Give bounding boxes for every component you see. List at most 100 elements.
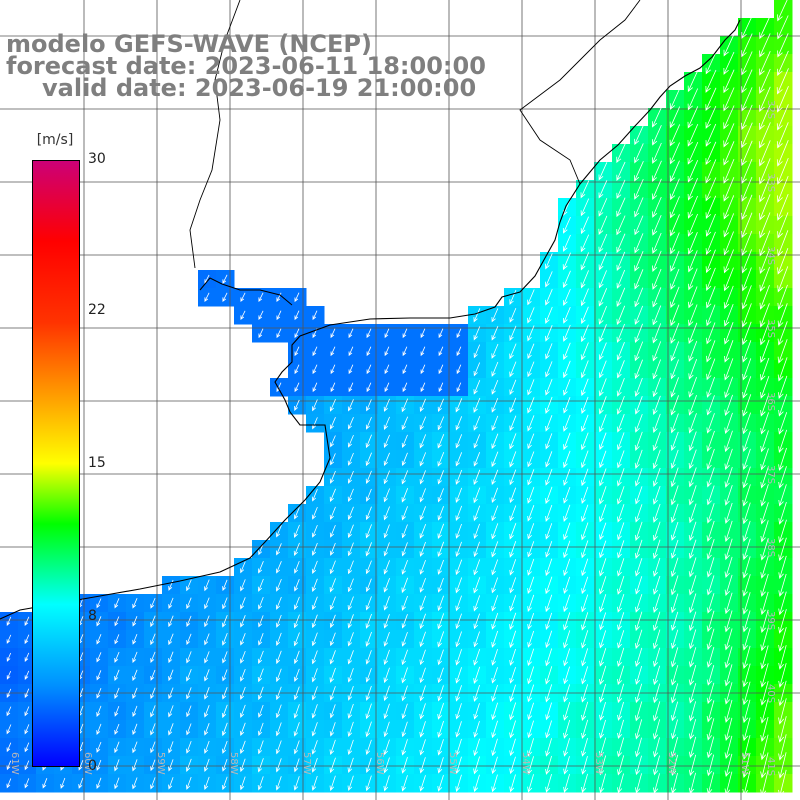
wind-arrow bbox=[723, 231, 734, 256]
wind-arrow bbox=[759, 140, 771, 167]
wind-arrow bbox=[635, 486, 643, 505]
wind-arrow bbox=[545, 379, 553, 396]
wind-arrow bbox=[617, 755, 625, 776]
wind-arrow bbox=[742, 681, 751, 706]
wind-arrow bbox=[670, 557, 679, 578]
wind-arrow bbox=[563, 468, 571, 486]
wind-arrow bbox=[652, 142, 662, 164]
wind-arrow bbox=[257, 668, 264, 683]
wind-arrow bbox=[366, 346, 372, 357]
wind-arrow bbox=[760, 484, 769, 507]
wind-arrow bbox=[527, 289, 535, 306]
wind-arrow bbox=[599, 576, 607, 595]
wind-arrow bbox=[759, 51, 771, 76]
wind-arrow bbox=[670, 431, 679, 451]
wind-arrow bbox=[706, 772, 715, 795]
wind-arrow bbox=[688, 557, 697, 578]
wind-arrow bbox=[312, 382, 318, 393]
wind-arrow bbox=[741, 285, 752, 310]
wind-arrow bbox=[401, 739, 408, 756]
wind-arrow bbox=[635, 719, 643, 740]
wind-arrow bbox=[491, 343, 499, 359]
wind-arrow bbox=[634, 701, 643, 722]
wind-arrow bbox=[563, 648, 571, 667]
wind-arrow bbox=[741, 122, 753, 149]
wind-arrow bbox=[401, 595, 408, 611]
wind-arrow bbox=[598, 324, 607, 343]
wind-arrow bbox=[96, 705, 102, 717]
wind-arrow bbox=[706, 628, 715, 651]
wind-arrow bbox=[563, 576, 571, 594]
wind-arrow bbox=[114, 705, 120, 717]
wind-arrow bbox=[473, 326, 481, 341]
wind-arrow bbox=[401, 756, 408, 774]
wind-arrow bbox=[222, 740, 228, 754]
wind-arrow bbox=[581, 594, 589, 613]
wind-arrow bbox=[599, 719, 606, 739]
wind-arrow bbox=[240, 292, 246, 303]
wind-arrow bbox=[742, 430, 751, 452]
wind-arrow bbox=[455, 577, 463, 594]
wind-arrow bbox=[258, 310, 264, 321]
wind-arrow bbox=[688, 376, 697, 398]
wind-arrow bbox=[473, 434, 481, 449]
wind-arrow bbox=[509, 702, 517, 721]
wind-arrow bbox=[742, 556, 751, 579]
wind-arrow bbox=[724, 556, 733, 578]
wind-arrow bbox=[383, 739, 390, 756]
wind-arrow bbox=[150, 777, 156, 790]
wind-arrow bbox=[777, 230, 789, 257]
wind-arrow bbox=[509, 397, 517, 413]
wind-arrow bbox=[778, 501, 787, 525]
wind-arrow bbox=[347, 488, 354, 502]
wind-arrow bbox=[723, 69, 735, 94]
wind-arrow bbox=[778, 555, 787, 579]
wind-arrow bbox=[653, 575, 661, 595]
wind-arrow bbox=[311, 650, 318, 665]
wind-arrow bbox=[239, 686, 246, 700]
wind-arrow bbox=[776, 68, 789, 95]
wind-arrow bbox=[365, 524, 372, 539]
wind-arrow bbox=[365, 416, 372, 430]
wind-arrow bbox=[401, 649, 408, 666]
wind-arrow bbox=[275, 686, 282, 701]
wind-arrow bbox=[724, 358, 734, 381]
longitude-label: 56W bbox=[374, 752, 385, 775]
wind-arrow bbox=[383, 614, 390, 629]
wind-arrow bbox=[598, 197, 608, 217]
wind-arrow bbox=[705, 213, 716, 237]
longitude-labels: 61W60W59W58W57W56W55W54W53W52W51W50W bbox=[9, 752, 750, 775]
wind-arrow bbox=[347, 721, 354, 737]
wind-arrow bbox=[759, 303, 770, 328]
wind-arrow bbox=[670, 395, 679, 416]
wind-arrow bbox=[294, 346, 300, 357]
wind-arrow bbox=[401, 775, 408, 792]
wind-arrow bbox=[778, 429, 788, 453]
coastline-path bbox=[0, 19, 741, 620]
wind-arrow bbox=[455, 631, 462, 648]
wind-arrow bbox=[527, 505, 535, 522]
wind-arrow bbox=[599, 468, 607, 487]
wind-arrow bbox=[706, 467, 715, 488]
wind-arrow bbox=[527, 558, 535, 576]
wind-arrow bbox=[545, 630, 553, 649]
wind-arrow bbox=[616, 161, 626, 181]
wind-arrow bbox=[24, 706, 30, 717]
wind-arrow bbox=[419, 721, 426, 738]
wind-arrow bbox=[635, 504, 643, 523]
wind-arrow bbox=[78, 777, 84, 789]
wind-arrow bbox=[705, 105, 717, 129]
wind-arrow bbox=[509, 756, 516, 775]
wind-arrow bbox=[562, 270, 571, 289]
wind-arrow bbox=[456, 382, 462, 393]
wind-arrow bbox=[96, 598, 102, 609]
wind-arrow bbox=[473, 559, 481, 576]
wind-arrow bbox=[723, 51, 735, 75]
wind-arrow bbox=[617, 719, 624, 739]
wind-arrow bbox=[347, 632, 354, 647]
wind-arrow bbox=[562, 252, 571, 271]
wind-arrow bbox=[652, 359, 661, 380]
wind-arrow bbox=[294, 310, 300, 321]
wind-arrow bbox=[311, 757, 318, 773]
